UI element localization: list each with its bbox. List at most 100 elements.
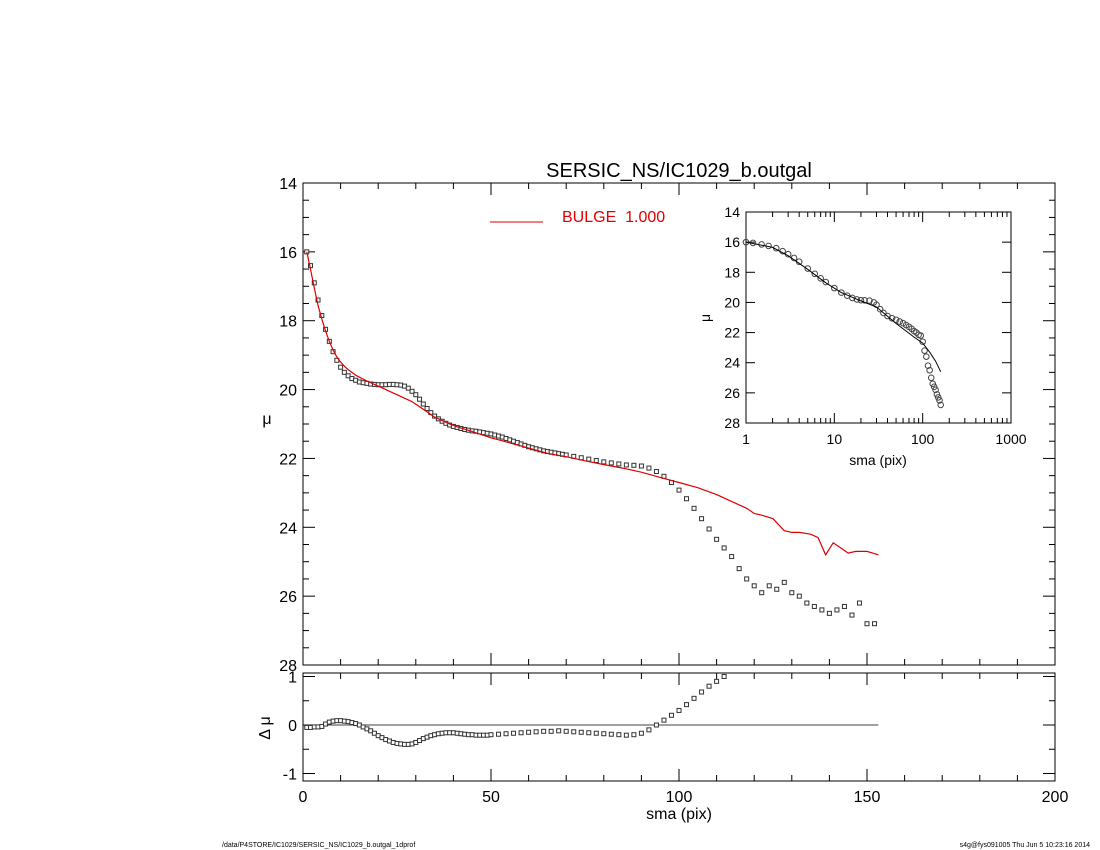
observed-point: [608, 460, 614, 466]
inset-y-tick-label: 14: [724, 204, 740, 220]
observed-point: [774, 586, 780, 592]
inset-point: [927, 374, 935, 382]
footer-file-path: /data/P4STORE/IC1029/SERSIC_NS/IC1029_b.…: [222, 842, 416, 849]
residual-point: [631, 732, 637, 738]
residual-x-tick-label: 150: [854, 789, 881, 806]
residual-y-tick-label: -1: [283, 767, 297, 784]
main-y-tick-label: 22: [279, 451, 297, 468]
residual-point: [608, 731, 614, 737]
main-y-tick-label: 26: [279, 589, 297, 606]
observed-point: [409, 388, 415, 394]
observed-points: [304, 249, 878, 627]
residual-point: [526, 729, 532, 735]
observed-point: [714, 536, 720, 542]
inset-y-tick-label: 28: [724, 415, 740, 431]
residual-point: [601, 731, 607, 737]
inset-model-line: [745, 241, 942, 373]
observed-point: [631, 462, 637, 468]
residual-point: [684, 702, 690, 708]
observed-point: [819, 607, 825, 613]
inset-point: [853, 296, 861, 303]
residual-point: [616, 732, 622, 738]
inset-y-tick-label: 22: [724, 325, 740, 341]
inset-y-axis-label: μ: [697, 314, 713, 322]
observed-point: [623, 462, 629, 468]
inset-point: [930, 383, 938, 391]
residual-point: [638, 730, 644, 736]
residual-x-tick-label: 200: [1042, 789, 1069, 806]
main-y-axis-label: μ: [262, 411, 271, 428]
residual-point: [571, 729, 577, 735]
observed-point: [699, 516, 705, 522]
observed-point: [593, 457, 599, 463]
observed-point: [417, 396, 423, 402]
inset-point: [923, 353, 930, 360]
residual-point: [646, 727, 652, 733]
main-y-tick-label: 20: [279, 383, 297, 400]
residual-point: [668, 712, 674, 718]
residual-point: [533, 729, 539, 735]
observed-point: [751, 583, 757, 589]
observed-point: [684, 496, 690, 502]
inset-point: [861, 297, 868, 304]
inset-y-axis: 14 16 18 20 22 24 26 28: [724, 204, 1011, 431]
inset-point: [817, 275, 824, 282]
inset-y-tick-label: 24: [724, 355, 740, 371]
legend-label: BULGE 1.000: [562, 209, 665, 226]
residual-point: [699, 689, 705, 695]
inset-plot: 14 16 18 20 22 24 26 28 1 10 100 1000 sma (pix) μ: [697, 204, 1027, 468]
residual-point: [518, 730, 524, 736]
observed-point: [653, 469, 659, 475]
observed-point: [676, 487, 682, 493]
observed-point: [706, 526, 712, 532]
inset-point: [804, 265, 812, 272]
inset-point: [933, 391, 941, 398]
residual-points: [304, 674, 727, 747]
inset-point: [932, 386, 939, 394]
residual-point: [548, 728, 554, 734]
observed-point: [804, 600, 810, 606]
residual-x-axis-label: sma (pix): [646, 806, 712, 823]
observed-point: [345, 373, 351, 379]
inset-x-tick-label: 1: [742, 431, 750, 447]
observed-point: [856, 600, 862, 606]
inset-observed-points: [742, 238, 944, 409]
main-y-tick-label: 14: [279, 176, 297, 193]
observed-point: [616, 461, 622, 467]
observed-point: [744, 576, 750, 582]
inset-point: [831, 284, 838, 292]
inset-point: [937, 401, 944, 409]
residual-point: [623, 732, 629, 738]
main-y-tick-label: 28: [279, 658, 297, 675]
inset-y-tick-label: 18: [724, 264, 740, 280]
residual-y-tick-label: 0: [288, 718, 297, 735]
main-plot: SERSIC_NS/IC1029_b.outgal 14 16 18 20 22 24 26…: [262, 160, 1056, 675]
main-y-tick-label: 24: [279, 520, 297, 537]
inset-point: [934, 394, 942, 401]
inset-x-axis: 1 10 100 1000: [742, 212, 1027, 447]
observed-point: [405, 385, 411, 391]
observed-point: [721, 545, 727, 551]
observed-point: [646, 465, 652, 471]
inset-point: [917, 332, 924, 339]
inset-point: [838, 289, 845, 296]
observed-point: [796, 593, 802, 599]
inset-x-tick-label: 10: [827, 431, 843, 447]
inset-point: [924, 362, 932, 370]
observed-point: [864, 621, 870, 627]
residual-x-tick-label: 0: [299, 789, 308, 806]
inset-point: [936, 397, 943, 404]
inset-x-axis-label: sma (pix): [849, 452, 907, 468]
residual-point: [691, 695, 697, 701]
residual-x-tick-label: 50: [482, 789, 500, 806]
residual-point: [706, 683, 712, 689]
inset-y-tick-label: 20: [724, 294, 740, 310]
observed-point: [413, 392, 419, 398]
inset-point: [866, 297, 873, 304]
observed-point: [638, 463, 644, 469]
main-y-tick-label: 18: [279, 314, 297, 331]
residual-point: [586, 730, 592, 736]
residual-point: [714, 678, 720, 684]
residual-plot-frame: [302, 672, 1056, 782]
